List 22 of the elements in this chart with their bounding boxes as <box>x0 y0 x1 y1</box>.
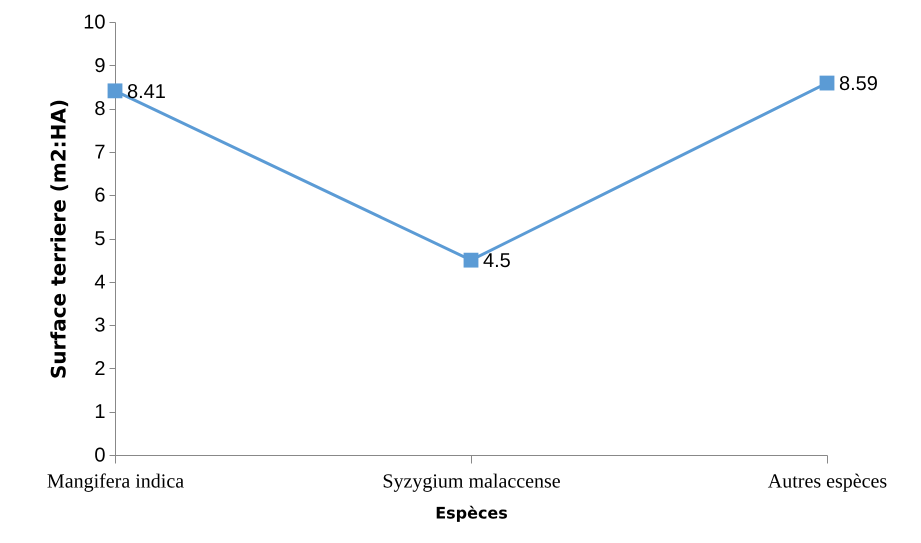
point <box>464 252 478 268</box>
x-tick-label: Mangifera indica <box>46 470 184 492</box>
y-tick-label: 8 <box>94 98 106 120</box>
data-label: 8.41 <box>127 80 166 103</box>
y-tick-label: 10 <box>83 12 106 34</box>
y-tick-label: 1 <box>94 401 106 424</box>
y-tick-label: 7 <box>94 141 106 164</box>
point <box>108 83 122 98</box>
y-axis-title: Surface terriere (m2:HA) <box>46 99 70 379</box>
y-tick-label: 3 <box>94 314 106 337</box>
point <box>820 76 834 90</box>
y-tick-label: 0 <box>94 444 106 466</box>
x-tick-label: Syzygium malaccense <box>382 470 561 492</box>
x-tick-label: Autres espèces <box>768 470 888 492</box>
data-label: 8.59 <box>839 73 878 96</box>
y-tick-label: 2 <box>94 358 106 380</box>
y-tick-label: 9 <box>94 54 106 77</box>
y-tick-label: 6 <box>94 184 106 207</box>
data-label: 4.5 <box>483 250 511 272</box>
y-tick-label: 5 <box>94 228 106 250</box>
x-axis-title: Espèces <box>435 504 508 522</box>
y-tick-label: 4 <box>94 271 106 294</box>
